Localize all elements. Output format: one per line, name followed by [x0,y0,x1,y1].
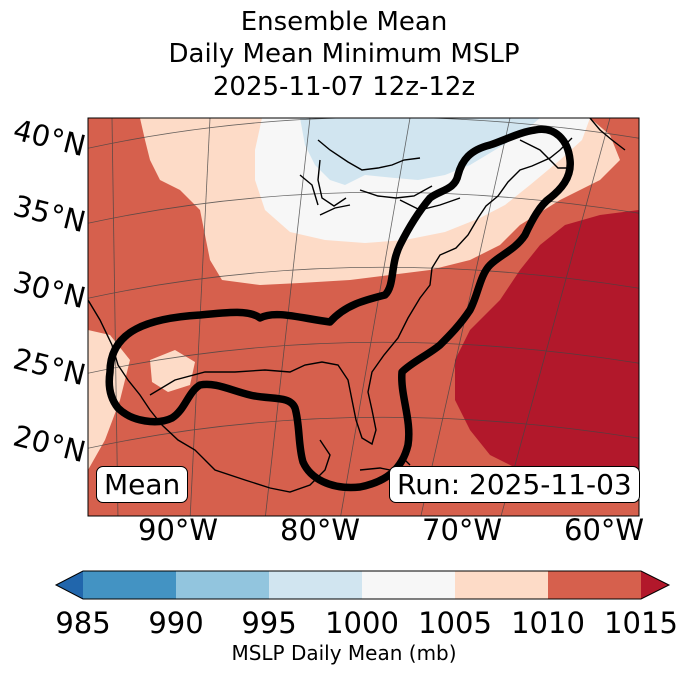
colorbar-tick-1000: 1000 [325,606,399,640]
map-frame [87,117,640,517]
colorbar-swatch [548,571,641,599]
colorbar-label: MSLP Daily Mean (mb) [231,641,457,665]
lon-label-70: 70°W [422,513,503,547]
colorbar-swatch [83,571,176,599]
coastlines [88,118,626,493]
colorbar-tick-1015: 1015 [604,606,678,640]
lon-label-80: 80°W [280,513,361,547]
colorbar-tick-990: 990 [148,606,204,640]
mean-label-box: Mean [96,466,189,503]
chart-title-line-3: 2025-11-07 12z-12z [212,72,476,102]
colorbar-outline [54,570,671,600]
colorbar-tick-985: 985 [55,606,111,640]
colorbar-tick-995: 995 [241,606,297,640]
lon-label-90: 90°W [138,513,219,547]
colorbar-extend-low [56,571,83,599]
colorbar-tick-1010: 1010 [511,606,585,640]
run-date-box: Run: 2025-11-03 [389,466,640,503]
outline-contour [105,125,574,492]
colorbar-swatch [269,571,362,599]
field-1005-1010-mexico [150,350,195,392]
colorbar-swatch [362,571,455,599]
colorbar-swatch [176,571,269,599]
lon-label-60: 60°W [564,513,645,547]
chart-title-line-2: Daily Mean Minimum MSLP [168,39,520,69]
colorbar-extend-high [641,571,669,599]
graticule [88,118,639,516]
colorbar-swatch [455,571,548,599]
chart-title-line-1: Ensemble Mean [240,7,448,37]
colorbar-tick-1005: 1005 [418,606,492,640]
field-above-1015 [455,210,639,470]
